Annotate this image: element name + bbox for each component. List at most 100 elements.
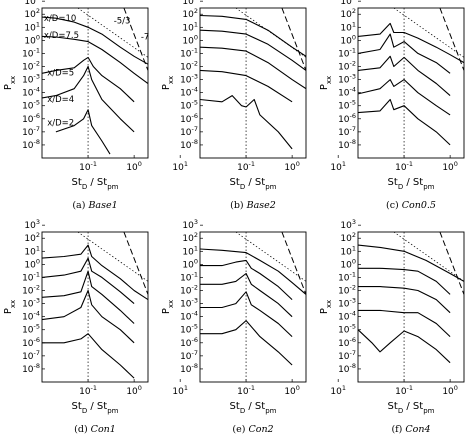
- slope-7-line: [281, 232, 306, 295]
- series-line-2: [358, 33, 451, 74]
- slope-7-line: [123, 232, 148, 295]
- y-axis-label: Pxx: [319, 76, 333, 90]
- x-tick-label: 101: [330, 160, 346, 173]
- x-tick-label: 100: [284, 384, 300, 397]
- y-tick-label: 10-5: [338, 323, 356, 336]
- y-tick-label: 10-6: [22, 336, 40, 349]
- panel-caption: (d) Con1: [74, 424, 116, 435]
- y-tick-label: 101: [340, 20, 356, 33]
- series-line-5: [200, 95, 293, 150]
- annotation-label: x/D=2: [47, 119, 74, 129]
- x-axis-label: StD / Stpm: [72, 401, 119, 415]
- series-line-3: [200, 272, 293, 318]
- y-tick-label: 102: [182, 7, 198, 20]
- y-tick-label: 10-1: [22, 270, 40, 283]
- y-tick-label: 101: [24, 244, 40, 257]
- panel-caption: (f) Con4: [391, 424, 430, 435]
- x-tick-label: 100: [442, 160, 458, 173]
- y-tick-label: 10-1: [338, 46, 356, 59]
- y-tick-label: 10-2: [180, 284, 198, 297]
- chart-panel-con2: 10310210110010-110-210-310-410-510-610-7…: [161, 218, 346, 435]
- y-tick-label: 10-7: [338, 349, 356, 362]
- panel-caption: (c) Con0.5: [386, 200, 436, 211]
- x-axis-label: StD / Stpm: [230, 177, 277, 191]
- y-tick-label: 10-8: [22, 362, 40, 375]
- chart-panel-base1: 10310210110010-110-210-310-410-510-610-7…: [3, 0, 188, 211]
- y-tick-label: 10-2: [22, 284, 40, 297]
- y-tick-label: 10-2: [180, 60, 198, 73]
- chart-panel-con1: 10310210110010-110-210-310-410-510-610-7…: [3, 218, 188, 435]
- y-tick-label: 10-4: [22, 86, 40, 99]
- y-tick-label: 10-4: [338, 86, 356, 99]
- y-tick-label: 10-1: [180, 46, 198, 59]
- series-line-4: [42, 289, 135, 344]
- series-line-1: [42, 244, 148, 301]
- annotation-slope: -5/3: [114, 16, 131, 26]
- y-tick-label: 10-5: [180, 99, 198, 112]
- y-tick-label: 100: [24, 257, 40, 270]
- x-tick-label: 100: [284, 160, 300, 173]
- y-tick-label: 10-6: [338, 112, 356, 125]
- y-tick-label: 10-1: [338, 270, 356, 283]
- series-line-1: [42, 16, 148, 65]
- y-tick-label: 10-3: [180, 297, 198, 310]
- slope-7-line: [281, 8, 306, 71]
- reference-lines: [393, 8, 464, 158]
- x-tick-label: 101: [172, 160, 188, 173]
- reference-lines: [393, 232, 464, 382]
- x-tick-label: 10-1: [395, 160, 413, 173]
- y-tick-label: 10-4: [180, 86, 198, 99]
- x-tick-label: 10-1: [237, 160, 255, 173]
- series-line-2: [200, 259, 293, 301]
- y-tick-label: 10-6: [22, 112, 40, 125]
- slope-5-3-line: [77, 8, 148, 58]
- y-tick-label: 10-8: [338, 362, 356, 375]
- chart-panel-con4: 10310210110010-110-210-310-410-510-610-7…: [319, 218, 465, 435]
- y-tick-label: 10-7: [338, 125, 356, 138]
- series-line-4: [358, 309, 451, 337]
- y-tick-label: 10-6: [338, 336, 356, 349]
- annotation-slope: -7: [141, 32, 149, 42]
- series-line-4: [358, 79, 451, 116]
- y-tick-label: 100: [340, 33, 356, 46]
- series-line-1: [358, 22, 464, 64]
- y-axis-label: Pxx: [3, 76, 17, 90]
- y-tick-label: 10-5: [22, 323, 40, 336]
- series-line-5: [358, 98, 451, 146]
- chart-panel-base2: 10310210110010-110-210-310-410-510-610-7…: [161, 0, 346, 211]
- y-tick-label: 103: [340, 218, 356, 231]
- reference-lines: [77, 8, 148, 158]
- series-line-2: [42, 257, 135, 305]
- y-tick-label: 103: [182, 218, 198, 231]
- y-tick-label: 100: [340, 257, 356, 270]
- y-tick-label: 10-3: [22, 297, 40, 310]
- series-line-5: [55, 109, 111, 155]
- y-tick-label: 10-7: [22, 349, 40, 362]
- x-axis-label: StD / Stpm: [388, 177, 435, 191]
- slope-5-3-line: [77, 232, 148, 282]
- y-tick-label: 10-8: [22, 138, 40, 151]
- y-tick-label: 10-8: [338, 138, 356, 151]
- panel-caption: (e) Con2: [232, 424, 273, 435]
- series-line-5: [358, 329, 451, 364]
- y-tick-label: 103: [340, 0, 356, 7]
- x-tick-label: 10-1: [79, 160, 97, 173]
- plot-frame: [41, 7, 149, 159]
- y-tick-label: 10-2: [338, 284, 356, 297]
- plot-frame: [199, 7, 307, 159]
- x-axis-label: StD / Stpm: [72, 177, 119, 191]
- panel-caption: (a) Base1: [72, 200, 117, 211]
- y-tick-label: 102: [24, 231, 40, 244]
- y-tick-label: 10-6: [180, 112, 198, 125]
- series-line-2: [200, 29, 306, 71]
- reference-lines: [77, 232, 148, 382]
- x-tick-label: 10-1: [395, 384, 413, 397]
- y-tick-label: 103: [24, 218, 40, 231]
- series-line-1: [200, 14, 306, 57]
- series-line-5: [200, 320, 293, 366]
- y-tick-label: 10-3: [180, 73, 198, 86]
- y-tick-label: 101: [340, 244, 356, 257]
- series-line-2: [358, 267, 451, 295]
- annotation-label: x/D=4: [47, 95, 74, 105]
